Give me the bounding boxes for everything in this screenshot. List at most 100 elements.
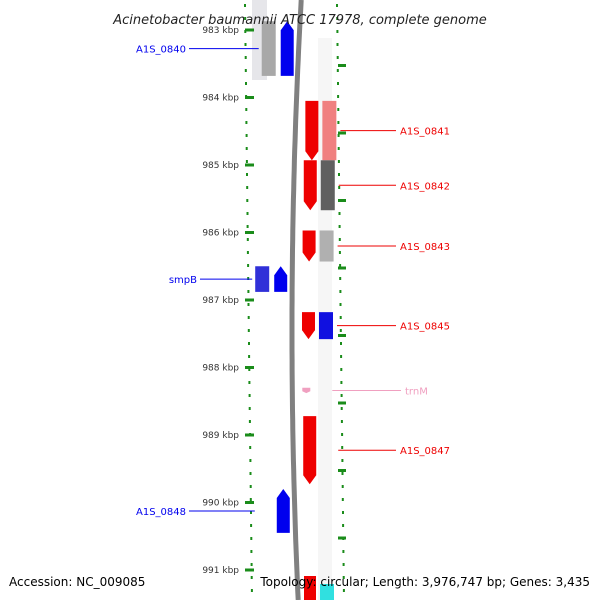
tick-mark bbox=[245, 163, 254, 167]
gene-label-a1s_0841: A1S_0841 bbox=[400, 127, 450, 138]
right-guide-dot bbox=[341, 446, 344, 449]
gene-features bbox=[255, 21, 337, 600]
gene-arrow-smpb bbox=[274, 266, 288, 292]
right-guide-dot bbox=[340, 381, 343, 384]
right-guide-dot bbox=[342, 576, 345, 579]
gene-arrow-a1s_0845 bbox=[301, 312, 315, 340]
right-guide-dot bbox=[341, 459, 344, 462]
tick-mark bbox=[338, 64, 346, 67]
right-guide-dot bbox=[340, 407, 343, 410]
gene-labels: A1S_0840 smpB A1S_0848 A1S_0841 A1S_0842 A1S_… bbox=[136, 45, 450, 518]
right-guide-dot bbox=[338, 186, 341, 189]
coordinate-ticks: 983 kbp 984 kbp 985 kbp 986 kbp 987 kbp 988 k… bbox=[202, 26, 346, 576]
left-guide-dot bbox=[246, 225, 249, 228]
right-guide-dot bbox=[337, 134, 340, 137]
left-guide-dot bbox=[250, 576, 253, 579]
gene-arrow-a1s_0848 bbox=[276, 489, 290, 533]
left-guide-dot bbox=[248, 407, 251, 410]
left-guide-dot bbox=[250, 589, 253, 592]
map-title: Acinetobacter baumannii ATCC 17978, comp… bbox=[112, 13, 487, 28]
left-guide-dot bbox=[249, 446, 252, 449]
right-guide-dot bbox=[338, 212, 341, 215]
left-guide-dot bbox=[247, 277, 250, 280]
tick-label: 986 kbp bbox=[202, 229, 239, 239]
left-guide-dot bbox=[247, 264, 250, 267]
left-guide-dot bbox=[244, 56, 247, 59]
left-guide-dot bbox=[250, 537, 253, 540]
left-guide-dot bbox=[245, 82, 247, 85]
gene-arrow-a1s_0841 bbox=[305, 100, 319, 161]
tick-mark bbox=[245, 96, 254, 99]
left-guide-dot bbox=[246, 173, 248, 176]
gene-companion-block bbox=[318, 312, 333, 340]
gene-arrow-a1s_0840 bbox=[280, 21, 294, 76]
tick-label: 988 kbp bbox=[202, 364, 239, 374]
right-guide-dot bbox=[336, 69, 339, 72]
right-guide-dot bbox=[336, 4, 338, 7]
gene-label-a1s_0848: A1S_0848 bbox=[136, 507, 186, 518]
right-guide-dot bbox=[339, 329, 342, 332]
gene-label-a1s_0843: A1S_0843 bbox=[400, 242, 450, 253]
left-guide-dot bbox=[249, 485, 252, 488]
left-guide-dot bbox=[247, 290, 250, 293]
tick-mark bbox=[245, 433, 254, 437]
left-guide-dot bbox=[248, 368, 251, 371]
right-guide-dot bbox=[339, 290, 342, 293]
left-guide-dot bbox=[244, 43, 247, 46]
right-guide-dot bbox=[339, 316, 342, 319]
left-guide-dot bbox=[248, 381, 251, 384]
right-guide-dot bbox=[340, 368, 343, 371]
left-guide-dot bbox=[247, 303, 250, 306]
right-guide-dot bbox=[337, 82, 339, 85]
left-guide-dot bbox=[250, 563, 253, 566]
right-guide-dot bbox=[342, 524, 345, 527]
right-guide-dot bbox=[340, 342, 342, 345]
left-guide-dot bbox=[248, 355, 251, 358]
left-guide-dot bbox=[248, 394, 251, 397]
right-guide-dot bbox=[338, 225, 341, 228]
gene-label-smpb: smpB bbox=[169, 275, 197, 286]
right-guide-dot bbox=[336, 30, 339, 33]
tick-mark bbox=[245, 568, 254, 572]
tick-label: 987 kbp bbox=[202, 296, 239, 306]
right-guide-dot bbox=[342, 511, 344, 514]
right-guide-dot bbox=[342, 550, 345, 553]
right-guide-dot bbox=[339, 277, 342, 280]
gene-companion-block bbox=[319, 230, 334, 262]
right-guide-dot bbox=[340, 420, 343, 423]
left-guide-dot bbox=[244, 17, 247, 20]
gene-companion-block bbox=[261, 21, 276, 76]
right-guide-dot bbox=[337, 121, 340, 124]
gene-arrow-a1s_0847 bbox=[303, 416, 317, 485]
tick-mark bbox=[338, 536, 346, 540]
gene-label-a1s_0840: A1S_0840 bbox=[136, 45, 186, 56]
gene-arrow-trnm bbox=[302, 387, 311, 394]
left-guide-dot bbox=[248, 420, 251, 423]
left-guide-dot bbox=[245, 147, 248, 150]
right-guide-dot bbox=[336, 56, 339, 59]
left-guide-dot bbox=[250, 524, 253, 527]
left-guide-dot bbox=[246, 251, 249, 254]
tick-mark bbox=[338, 401, 346, 405]
right-guide-dot bbox=[339, 264, 342, 267]
left-guide-dot bbox=[245, 108, 248, 111]
left-guide-dot bbox=[250, 550, 253, 553]
tick-mark bbox=[338, 334, 346, 337]
right-guide-dot bbox=[338, 173, 340, 176]
gene-companion-block bbox=[320, 160, 335, 211]
right-guide-dot bbox=[339, 303, 342, 306]
left-guide-dot bbox=[249, 472, 252, 475]
left-guide-dot bbox=[249, 498, 252, 501]
gene-companion-block bbox=[255, 266, 270, 292]
tick-label: 984 kbp bbox=[202, 94, 239, 104]
left-guide-dot bbox=[246, 199, 249, 202]
right-guide-dot bbox=[338, 238, 341, 241]
tick-label: 983 kbp bbox=[202, 26, 239, 36]
right-guide-dot bbox=[336, 43, 339, 46]
right-guide-dot bbox=[338, 251, 341, 254]
gene-label-a1s_0845: A1S_0845 bbox=[400, 322, 450, 333]
left-guide-dot bbox=[244, 69, 247, 72]
gene-label-a1s_0847: A1S_0847 bbox=[400, 446, 450, 457]
right-guide-dot bbox=[337, 160, 340, 163]
